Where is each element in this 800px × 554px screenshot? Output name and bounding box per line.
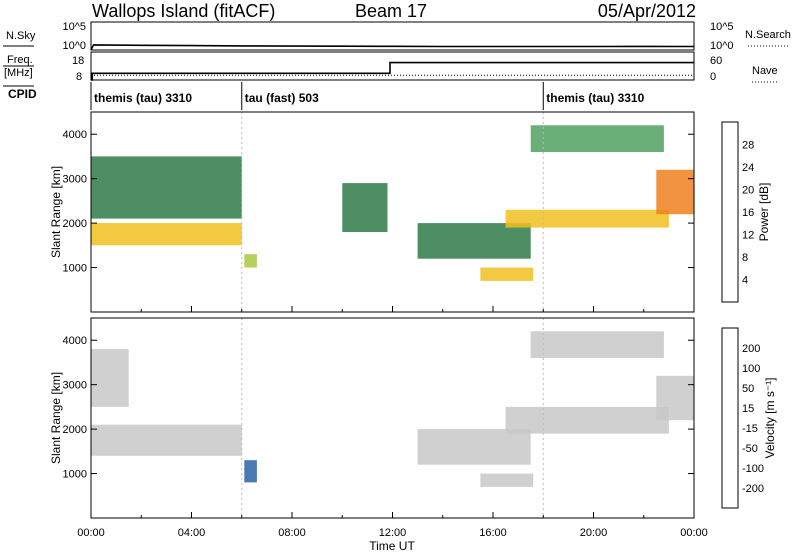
heatmap-band xyxy=(530,125,664,152)
power-colorbar-frame xyxy=(721,121,739,303)
power-colorbar-tick-label: 24 xyxy=(742,162,754,174)
freq-unit-label: [MHz] xyxy=(4,67,33,79)
heatmap-band xyxy=(656,169,694,215)
noise-tick-top-left: 10^5 xyxy=(62,21,86,33)
power-colorbar-tick-label: 12 xyxy=(742,230,754,242)
cpid-segment-label: themis (tau) 3310 xyxy=(94,91,192,105)
heatmap-band xyxy=(530,331,664,358)
nave-label: Nave xyxy=(752,65,778,77)
cpid-segment-label: themis (tau) 3310 xyxy=(546,91,644,105)
heatmap-band xyxy=(91,156,242,219)
y-tick-label: 2000 xyxy=(63,218,87,230)
beam-title: Beam 17 xyxy=(355,1,427,21)
velocity-axes: 1000 2000 3000 4000 xyxy=(63,318,695,518)
noise-tick-top-right: 10^5 xyxy=(710,21,734,33)
power-colorbar-tick-label: 4 xyxy=(742,275,748,287)
power-colorbar-label: Power [dB] xyxy=(757,183,771,242)
power-heatmap xyxy=(91,125,694,281)
velocity-panel-frame xyxy=(90,317,695,519)
power-axes: 1000 2000 3000 4000 xyxy=(63,112,695,312)
velocity-colorbar-tick-label: 15 xyxy=(742,403,754,415)
heatmap-band xyxy=(244,254,257,268)
heatmap-band xyxy=(342,183,388,232)
date-title: 05/Apr/2012 xyxy=(598,1,696,21)
power-ylabel: Slant Range [km] xyxy=(49,166,63,258)
power-panel-frame xyxy=(90,111,695,313)
velocity-colorbar-tick-label: -50 xyxy=(742,443,758,455)
x-tick-label: 20:00 xyxy=(580,527,608,539)
nave-tick-top: 60 xyxy=(710,55,722,67)
velocity-colorbar-label: Velocity [m s⁻¹] xyxy=(763,377,777,458)
velocity-colorbar-tick-label: -100 xyxy=(742,463,764,475)
cpid-segment-label: tau (fast) 503 xyxy=(245,91,319,105)
power-colorbar-tick-label: 16 xyxy=(742,207,754,219)
freq-tick-top: 18 xyxy=(72,55,84,67)
heatmap-band xyxy=(505,406,669,434)
heatmap-band xyxy=(505,209,669,228)
freq-label: Freq. xyxy=(7,54,33,66)
heatmap-band xyxy=(91,349,129,407)
site-title: Wallops Island (fitACF) xyxy=(92,1,275,21)
heatmap-band xyxy=(91,223,242,246)
heatmap-band xyxy=(480,267,534,281)
heatmap-band xyxy=(656,375,694,421)
velocity-heatmap xyxy=(91,331,694,487)
heatmap-band xyxy=(417,429,531,465)
nsky-label: N.Sky xyxy=(6,30,36,42)
y-tick-label: 2000 xyxy=(63,424,87,436)
y-tick-label: 1000 xyxy=(63,263,87,275)
noise-tick-bottom-right: 10^0 xyxy=(710,40,734,52)
velocity-colorbar: 200 100 50 15 -15 -50 -100 -200 xyxy=(721,327,764,509)
y-tick-label: 1000 xyxy=(63,469,87,481)
freq-series-line xyxy=(91,61,694,81)
heatmap-band xyxy=(91,424,242,456)
velocity-colorbar-tick-label: 200 xyxy=(742,343,760,355)
heatmap-band xyxy=(417,223,531,259)
cpid-label: CPID xyxy=(8,87,37,101)
time-axis-label: Time UT xyxy=(369,539,415,553)
velocity-colorbar-tick-label: -15 xyxy=(742,423,758,435)
x-tick-label: 08:00 xyxy=(278,527,306,539)
x-tick-label: 16:00 xyxy=(479,527,507,539)
y-tick-label: 3000 xyxy=(63,174,87,186)
power-colorbar: 28 24 20 16 12 8 4 xyxy=(721,121,754,303)
time-axis-ticks: 00:00 04:00 08:00 12:00 16:00 20:00 00:00 xyxy=(77,527,708,539)
power-colorbar-tick-label: 20 xyxy=(742,185,754,197)
x-tick-label: 00:00 xyxy=(77,527,105,539)
x-tick-label: 12:00 xyxy=(379,527,407,539)
y-tick-label: 3000 xyxy=(63,380,87,392)
velocity-colorbar-frame xyxy=(721,327,739,509)
freq-tick-bottom: 8 xyxy=(76,71,82,83)
nave-tick-bottom: 0 xyxy=(710,71,716,83)
nsearch-label: N.Search xyxy=(745,29,791,41)
heatmap-band xyxy=(244,460,257,483)
freq-panel-frame xyxy=(90,51,695,81)
velocity-colorbar-tick-label: 50 xyxy=(742,383,754,395)
y-tick-label: 4000 xyxy=(63,129,87,141)
x-tick-label: 04:00 xyxy=(178,527,206,539)
y-tick-label: 4000 xyxy=(63,335,87,347)
noise-tick-bottom-left: 10^0 xyxy=(62,40,86,52)
velocity-ylabel: Slant Range [km] xyxy=(49,372,63,464)
velocity-colorbar-tick-label: -200 xyxy=(742,483,764,495)
nsky-series-line xyxy=(90,44,695,51)
x-tick-label: 00:00 xyxy=(680,527,708,539)
heatmap-band xyxy=(480,473,534,487)
noise-panel-frame xyxy=(90,21,695,51)
cpid-segments: themis (tau) 3310 tau (fast) 503 themis (t… xyxy=(90,82,645,110)
velocity-colorbar-tick-label: 100 xyxy=(742,363,760,375)
power-colorbar-tick-label: 28 xyxy=(742,140,754,152)
power-colorbar-tick-label: 8 xyxy=(742,252,748,264)
